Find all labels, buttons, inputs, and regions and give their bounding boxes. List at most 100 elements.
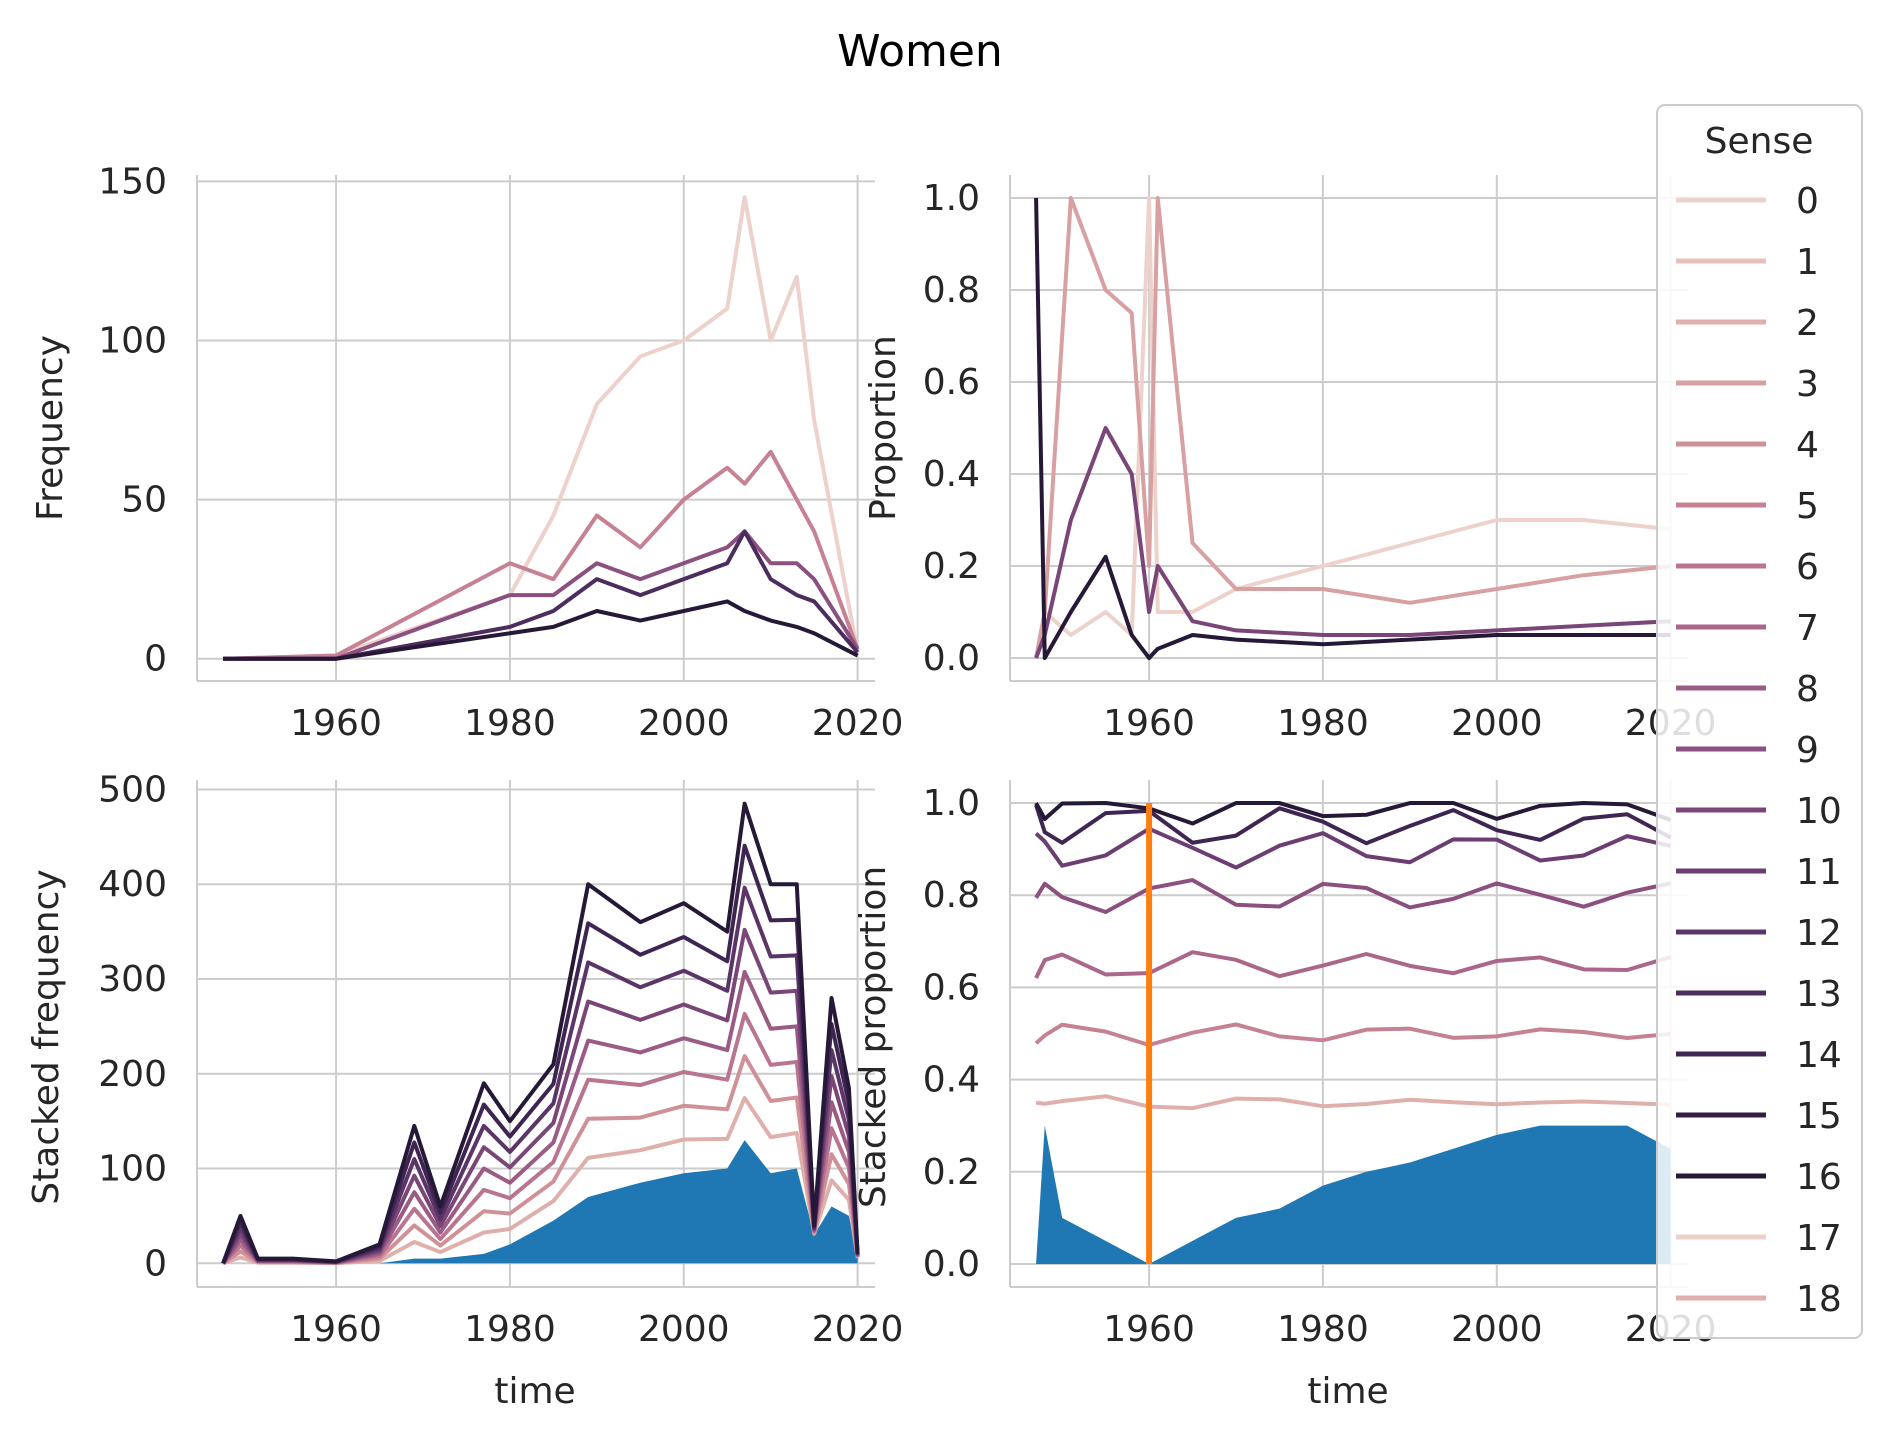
panel-stacked-proportion-ytick-label: 0.8 bbox=[923, 875, 980, 916]
panel-frequency-xtick-label: 2000 bbox=[638, 703, 730, 744]
legend-label-17: 17 bbox=[1796, 1218, 1842, 1259]
panel-stacked-proportion-xlabel: time bbox=[1307, 1371, 1388, 1412]
panel-stacked-frequency-ticks: 1960 1980 2000 2020 0 100 200 300 400 500 bbox=[98, 769, 903, 1350]
legend-label-5: 5 bbox=[1796, 486, 1819, 527]
panel-stacked-frequency-ytick-label: 400 bbox=[98, 864, 167, 905]
panel-stacked-proportion-stack-line-5 bbox=[1034, 804, 1672, 846]
panel-stacked-frequency-xtick-label: 2020 bbox=[812, 1309, 904, 1350]
figure-title: Women bbox=[837, 26, 1003, 77]
panel-stacked-frequency-ytick-label: 0 bbox=[144, 1243, 167, 1284]
panel-stacked-proportion-stack-line-4 bbox=[1034, 826, 1672, 870]
legend-label-4: 4 bbox=[1796, 425, 1819, 466]
panel-proportion-ytick-label: 0.0 bbox=[923, 638, 980, 679]
panel-frequency-series bbox=[223, 195, 860, 661]
legend-frame bbox=[1656, 104, 1863, 1339]
panel-stacked-frequency-stack-line-8 bbox=[221, 801, 860, 1264]
panel-proportion-ytick-label: 0.6 bbox=[923, 362, 980, 403]
panel-proportion-series-10 bbox=[1034, 426, 1671, 659]
panel-frequency: 1960 1980 2000 2020 0 50 100 150 Frequency bbox=[30, 161, 903, 744]
panel-proportion-ytick-label: 1.0 bbox=[923, 178, 980, 219]
panel-frequency-ylabel: Frequency bbox=[30, 335, 71, 521]
panel-stacked-proportion-stack-line-3 bbox=[1034, 878, 1672, 914]
panel-stacked-proportion-series bbox=[1034, 801, 1672, 1264]
panel-proportion-xtick-label: 1980 bbox=[1277, 703, 1369, 744]
panel-stacked-proportion-stack-line-0 bbox=[1035, 1094, 1671, 1111]
panel-proportion-series-16 bbox=[1034, 197, 1671, 660]
panel-stacked-proportion-xtick-label: 1960 bbox=[1103, 1309, 1195, 1350]
panel-stacked-frequency-xlabel: time bbox=[494, 1371, 575, 1412]
panel-stacked-proportion-stack-line-6 bbox=[1034, 801, 1672, 826]
panel-stacked-proportion-ytick-label: 0.2 bbox=[923, 1152, 980, 1193]
panel-frequency-series-0 bbox=[223, 195, 860, 661]
panel-stacked-proportion-stack-line-1 bbox=[1034, 1022, 1671, 1048]
panel-stacked-proportion-xtick-label: 1980 bbox=[1277, 1309, 1369, 1350]
legend-label-2: 2 bbox=[1796, 303, 1819, 344]
panel-stacked-proportion-ytick-label: 1.0 bbox=[923, 783, 980, 824]
panel-frequency-series-16 bbox=[223, 599, 859, 661]
legend-label-0: 0 bbox=[1796, 181, 1819, 222]
legend-label-13: 13 bbox=[1796, 974, 1842, 1015]
panel-stacked-frequency-xtick-label: 1980 bbox=[464, 1309, 556, 1350]
legend-label-18: 18 bbox=[1796, 1279, 1842, 1320]
panel-stacked-proportion-ytick-label: 0.4 bbox=[923, 1060, 980, 1101]
panel-stacked-proportion-xtick-label: 2000 bbox=[1451, 1309, 1543, 1350]
panel-frequency-series-9 bbox=[223, 529, 860, 661]
legend-label-14: 14 bbox=[1796, 1035, 1842, 1076]
panel-frequency-series-5 bbox=[223, 449, 860, 661]
panel-stacked-proportion-ytick-label: 0.6 bbox=[923, 967, 980, 1008]
panel-frequency-xtick-label: 1980 bbox=[464, 703, 556, 744]
legend-label-1: 1 bbox=[1796, 242, 1819, 283]
panel-proportion-series-3 bbox=[1034, 196, 1671, 659]
panel-stacked-frequency-base-area bbox=[223, 1140, 858, 1264]
legend-label-11: 11 bbox=[1796, 852, 1842, 893]
panel-frequency-xtick-label: 1960 bbox=[290, 703, 382, 744]
legend-label-10: 10 bbox=[1796, 791, 1842, 832]
legend-label-16: 16 bbox=[1796, 1157, 1842, 1198]
panel-frequency-ytick-label: 150 bbox=[98, 161, 167, 202]
panel-proportion-xtick-label: 2000 bbox=[1451, 703, 1543, 744]
panel-proportion-grid bbox=[1010, 175, 1688, 681]
panel-frequency-ticks: 1960 1980 2000 2020 0 50 100 150 bbox=[98, 161, 903, 744]
panel-stacked-frequency-ytick-label: 300 bbox=[98, 959, 167, 1000]
panel-frequency-xtick-label: 2020 bbox=[812, 703, 904, 744]
panel-frequency-ytick-label: 100 bbox=[98, 320, 167, 361]
panel-proportion-xtick-label: 1960 bbox=[1103, 703, 1195, 744]
panel-stacked-proportion-ytick-label: 0.0 bbox=[923, 1244, 980, 1285]
panel-frequency-ytick-label: 50 bbox=[121, 480, 167, 521]
panel-stacked-frequency-xtick-label: 2000 bbox=[638, 1309, 730, 1350]
legend-label-3: 3 bbox=[1796, 364, 1819, 405]
panel-stacked-frequency-ytick-label: 500 bbox=[98, 769, 167, 810]
panel-stacked-frequency-xtick-label: 1960 bbox=[290, 1309, 382, 1350]
panel-frequency-grid bbox=[197, 175, 875, 681]
legend-label-6: 6 bbox=[1796, 547, 1819, 588]
panel-stacked-proportion-stack-line-2 bbox=[1034, 950, 1672, 979]
panel-proportion-series bbox=[1034, 196, 1671, 660]
legend-label-8: 8 bbox=[1796, 669, 1819, 710]
panel-stacked-proportion-ylabel: Stacked proportion bbox=[853, 866, 894, 1208]
legend-label-7: 7 bbox=[1796, 608, 1819, 649]
panel-stacked-proportion-base-area bbox=[1036, 1125, 1671, 1264]
panel-stacked-frequency-ytick-label: 100 bbox=[98, 1149, 167, 1190]
legend-label-12: 12 bbox=[1796, 913, 1842, 954]
panel-frequency-series-13 bbox=[223, 529, 860, 661]
panel-stacked-frequency-ylabel: Stacked frequency bbox=[26, 869, 67, 1204]
panel-proportion-series-0 bbox=[1034, 196, 1671, 659]
panel-proportion-ytick-label: 0.2 bbox=[923, 546, 980, 587]
panel-stacked-frequency-ytick-label: 200 bbox=[98, 1054, 167, 1095]
legend-title: Sense bbox=[1705, 121, 1814, 162]
panel-stacked-frequency-series bbox=[221, 801, 860, 1266]
panel-frequency-ytick-label: 0 bbox=[144, 639, 167, 680]
legend-label-15: 15 bbox=[1796, 1096, 1842, 1137]
panel-proportion-ylabel: Proportion bbox=[863, 335, 904, 521]
panel-proportion-ytick-label: 0.4 bbox=[923, 454, 980, 495]
panel-stacked-frequency: 1960 1980 2000 2020 0 100 200 300 400 500 Stacked… bbox=[26, 769, 903, 1412]
panel-proportion-ytick-label: 0.8 bbox=[923, 270, 980, 311]
legend-label-9: 9 bbox=[1796, 730, 1819, 771]
